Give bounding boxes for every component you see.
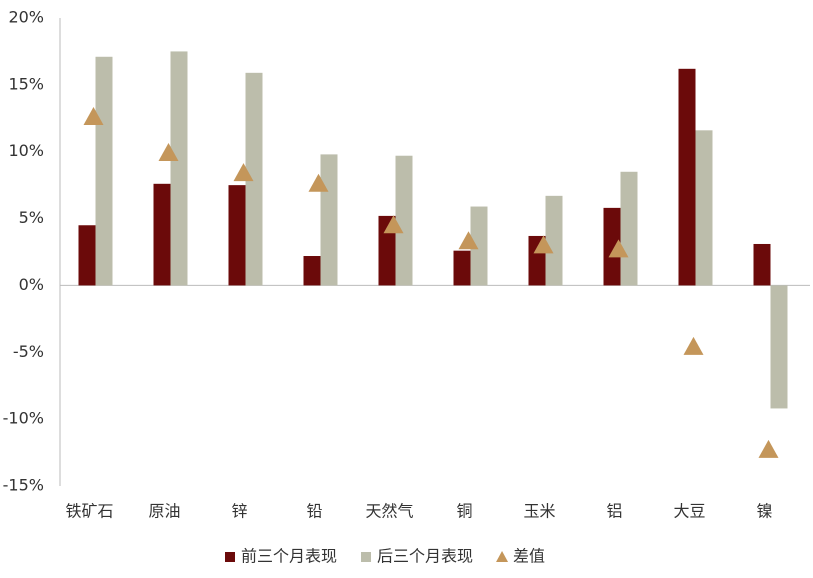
bar [695,130,713,286]
bar [153,183,171,286]
x-tick-label: 大豆 [673,502,705,521]
x-tick-label: 天然气 [365,502,413,521]
legend-label: 后三个月表现 [377,547,473,566]
legend-swatch [361,552,372,562]
bar [170,51,188,286]
triangle-marker [308,173,329,192]
triangle-marker [458,231,479,250]
bar [320,154,338,286]
bar [770,285,788,409]
y-tick-label: 10% [8,141,44,160]
x-tick-label: 铜 [456,502,472,521]
x-tick-label: 铁矿石 [65,502,113,521]
triangle-marker [608,239,629,258]
bar [95,56,113,286]
y-tick-label: 0% [19,275,44,294]
y-tick-label: 15% [8,74,44,93]
triangle-marker [533,235,554,254]
y-tick-label: -15% [3,476,44,495]
x-tick-label: 镍 [756,502,772,521]
y-tick-label: 20% [8,8,44,27]
bar [453,250,471,286]
triangle-marker [83,106,104,125]
x-tick-label: 铝 [606,502,622,521]
x-tick-label: 锌 [231,502,247,521]
bar [620,171,638,286]
legend-swatch [225,552,235,562]
bar [753,243,771,286]
bar [603,207,621,286]
bar [470,206,488,286]
bar [303,256,321,286]
x-tick-label: 玉米 [523,502,555,521]
x-tick-label: 铅 [306,502,322,521]
triangle-marker [758,439,779,458]
bar [228,185,246,286]
y-tick-label: 5% [19,208,44,227]
triangle-marker [233,163,254,182]
bar [545,195,563,286]
legend-swatch [496,551,509,562]
legend-label: 前三个月表现 [241,547,337,566]
triangle-marker [683,336,704,355]
triangle-marker [383,215,404,234]
triangle-marker [158,143,179,162]
bar [78,225,96,286]
bar [678,68,696,286]
y-tick-label: -5% [13,342,44,361]
bar [378,215,396,286]
bar [395,155,413,286]
legend-label: 差值 [513,547,545,566]
x-tick-label: 原油 [148,502,180,521]
y-tick-label: -10% [3,409,44,428]
bar [245,72,263,286]
